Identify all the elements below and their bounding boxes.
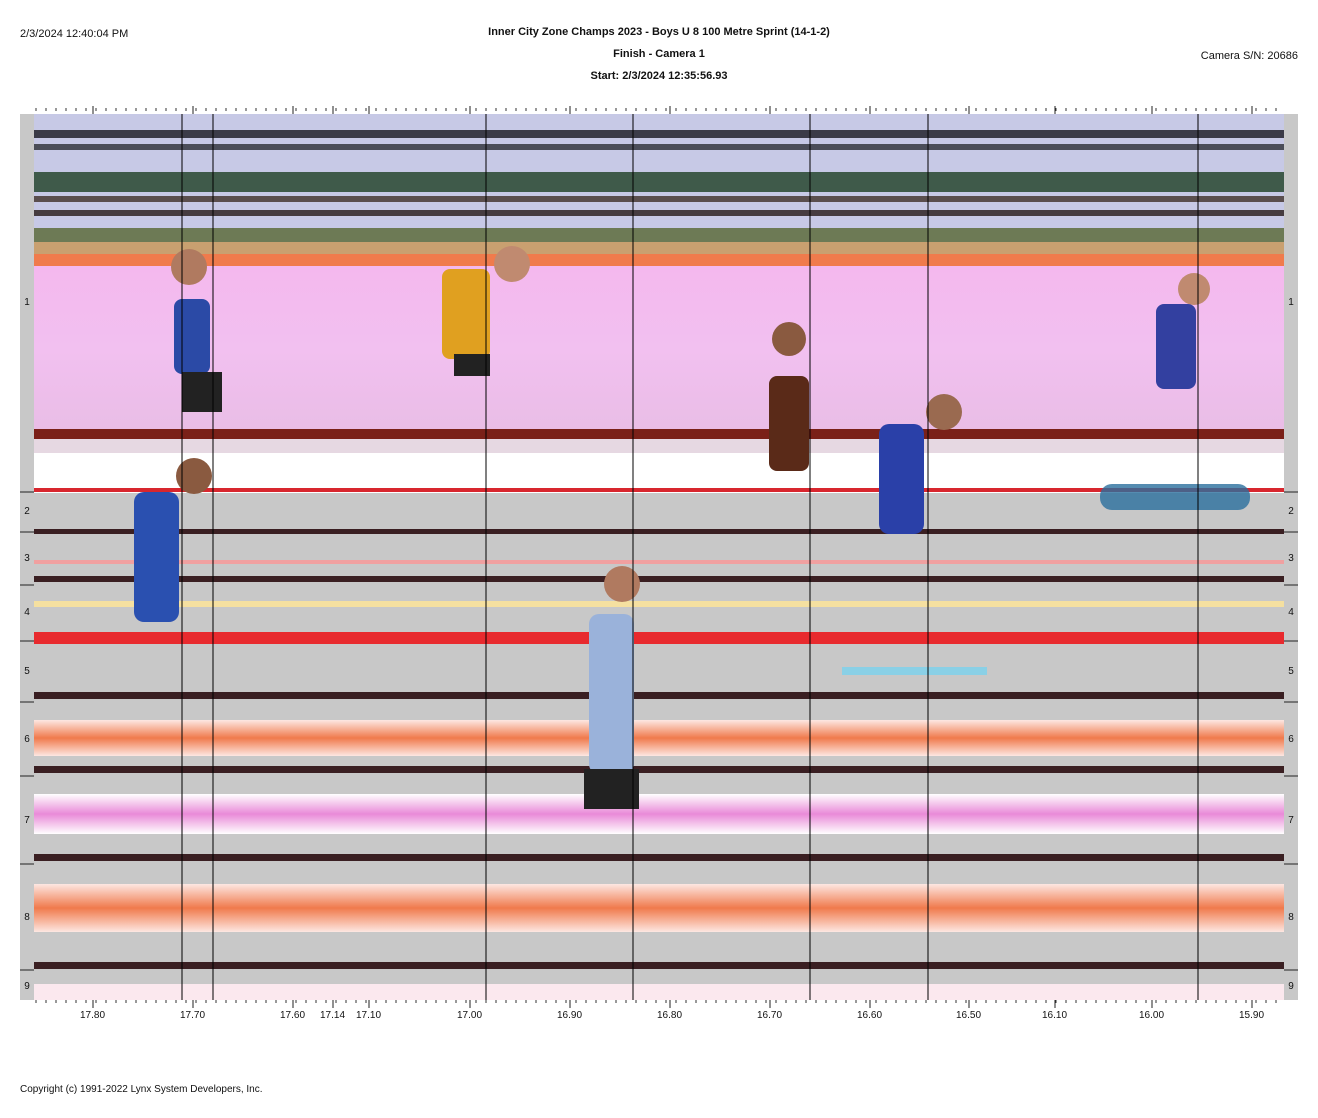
lane-label-3-left: 3 [24,553,30,564]
time-tick-label: 16.10 [1042,1010,1068,1021]
lane-label-4-right: 4 [1288,607,1294,618]
finish-photo[interactable] [34,114,1284,1000]
start-time: Start: 2/3/2024 12:35:56.93 [590,70,728,82]
time-tick-label: 15.90 [1239,1010,1265,1021]
lane-label-6-right: 6 [1288,734,1294,745]
copyright: Copyright (c) 1991-2022 Lynx System Deve… [20,1084,263,1095]
time-tick-label: 16.80 [657,1010,683,1021]
time-tick-label: 17.70 [180,1010,206,1021]
runner-lane3 [134,458,212,622]
runner-lane1-b [442,246,530,376]
lane-label-5-right: 5 [1288,666,1294,677]
lane-label-2-right: 2 [1288,506,1294,517]
runner-lane1-a [171,249,222,412]
lane-label-5-left: 5 [24,666,30,677]
lane-label-4-left: 4 [24,607,30,618]
lane-label-1-right: 1 [1288,297,1294,308]
lane-label-3-right: 3 [1288,553,1294,564]
camera-serial: Camera S/N: 20686 [1200,50,1298,62]
time-tick-label: 17.14 [320,1010,346,1021]
lane-label-6-left: 6 [24,734,30,745]
time-tick-label: 17.10 [356,1010,382,1021]
time-tick-label: 16.60 [857,1010,883,1021]
lane-label-9-right: 9 [1288,981,1294,992]
lane-label-1-left: 1 [24,297,30,308]
time-tick-label: 17.80 [80,1010,106,1021]
lane-label-2-left: 2 [24,506,30,517]
time-tick-label: 16.90 [557,1010,583,1021]
lane-label-8-left: 8 [24,912,30,923]
lane-label-7-left: 7 [24,815,30,826]
runner-lane1-d [1156,273,1210,389]
race-title: Inner City Zone Champs 2023 - Boys U 8 1… [488,26,830,38]
finish-photo-image [34,114,1284,1000]
time-tick-label: 16.00 [1139,1010,1165,1021]
runner-lane1-c [769,322,809,471]
time-tick-label: 17.00 [457,1010,483,1021]
timestamp: 2/3/2024 12:40:04 PM [20,28,129,40]
time-tick-label: 16.70 [757,1010,783,1021]
runner-lane6 [584,566,640,809]
time-tick-label: 16.50 [956,1010,982,1021]
lane-label-9-left: 9 [24,981,30,992]
lane-label-7-right: 7 [1288,815,1294,826]
camera-title: Finish - Camera 1 [613,48,705,60]
lane-label-8-right: 8 [1288,912,1294,923]
time-tick-label: 17.60 [280,1010,306,1021]
runner-lane4 [879,394,962,534]
